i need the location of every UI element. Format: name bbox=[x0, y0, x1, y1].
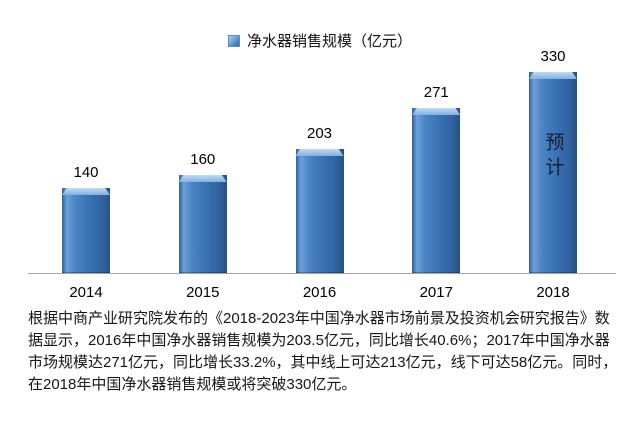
bar bbox=[412, 108, 461, 273]
bar-value-label: 140 bbox=[73, 164, 99, 181]
x-axis-label: 2016 bbox=[302, 284, 337, 301]
bar bbox=[178, 175, 227, 273]
plot-area: 140 2014 160 2015 203 2016 271 2017 预计 330 2018 bbox=[28, 48, 616, 301]
x-axis-label: 2014 bbox=[69, 284, 103, 301]
bar bbox=[295, 149, 344, 273]
bar bbox=[62, 188, 110, 273]
bar-value-label: 271 bbox=[423, 84, 449, 101]
legend: 净水器销售规模（亿元） bbox=[0, 30, 640, 51]
bar-value-label: 203 bbox=[306, 125, 333, 142]
x-axis-label: 2018 bbox=[536, 284, 570, 301]
forecast-note: 预计 bbox=[542, 132, 564, 182]
bar-value-label: 330 bbox=[540, 48, 566, 65]
legend-label: 净水器销售规模（亿元） bbox=[246, 33, 412, 50]
x-axis-label: 2015 bbox=[186, 284, 220, 301]
legend-marker-icon bbox=[227, 34, 240, 47]
x-axis-label: 2017 bbox=[419, 284, 453, 301]
bar-value-label: 160 bbox=[190, 151, 216, 168]
bar: 预计 bbox=[529, 72, 577, 273]
caption-text: 根据中商产业研究院发布的《2018-2023年中国净水器市场前景及投资机会研究报… bbox=[28, 310, 618, 393]
